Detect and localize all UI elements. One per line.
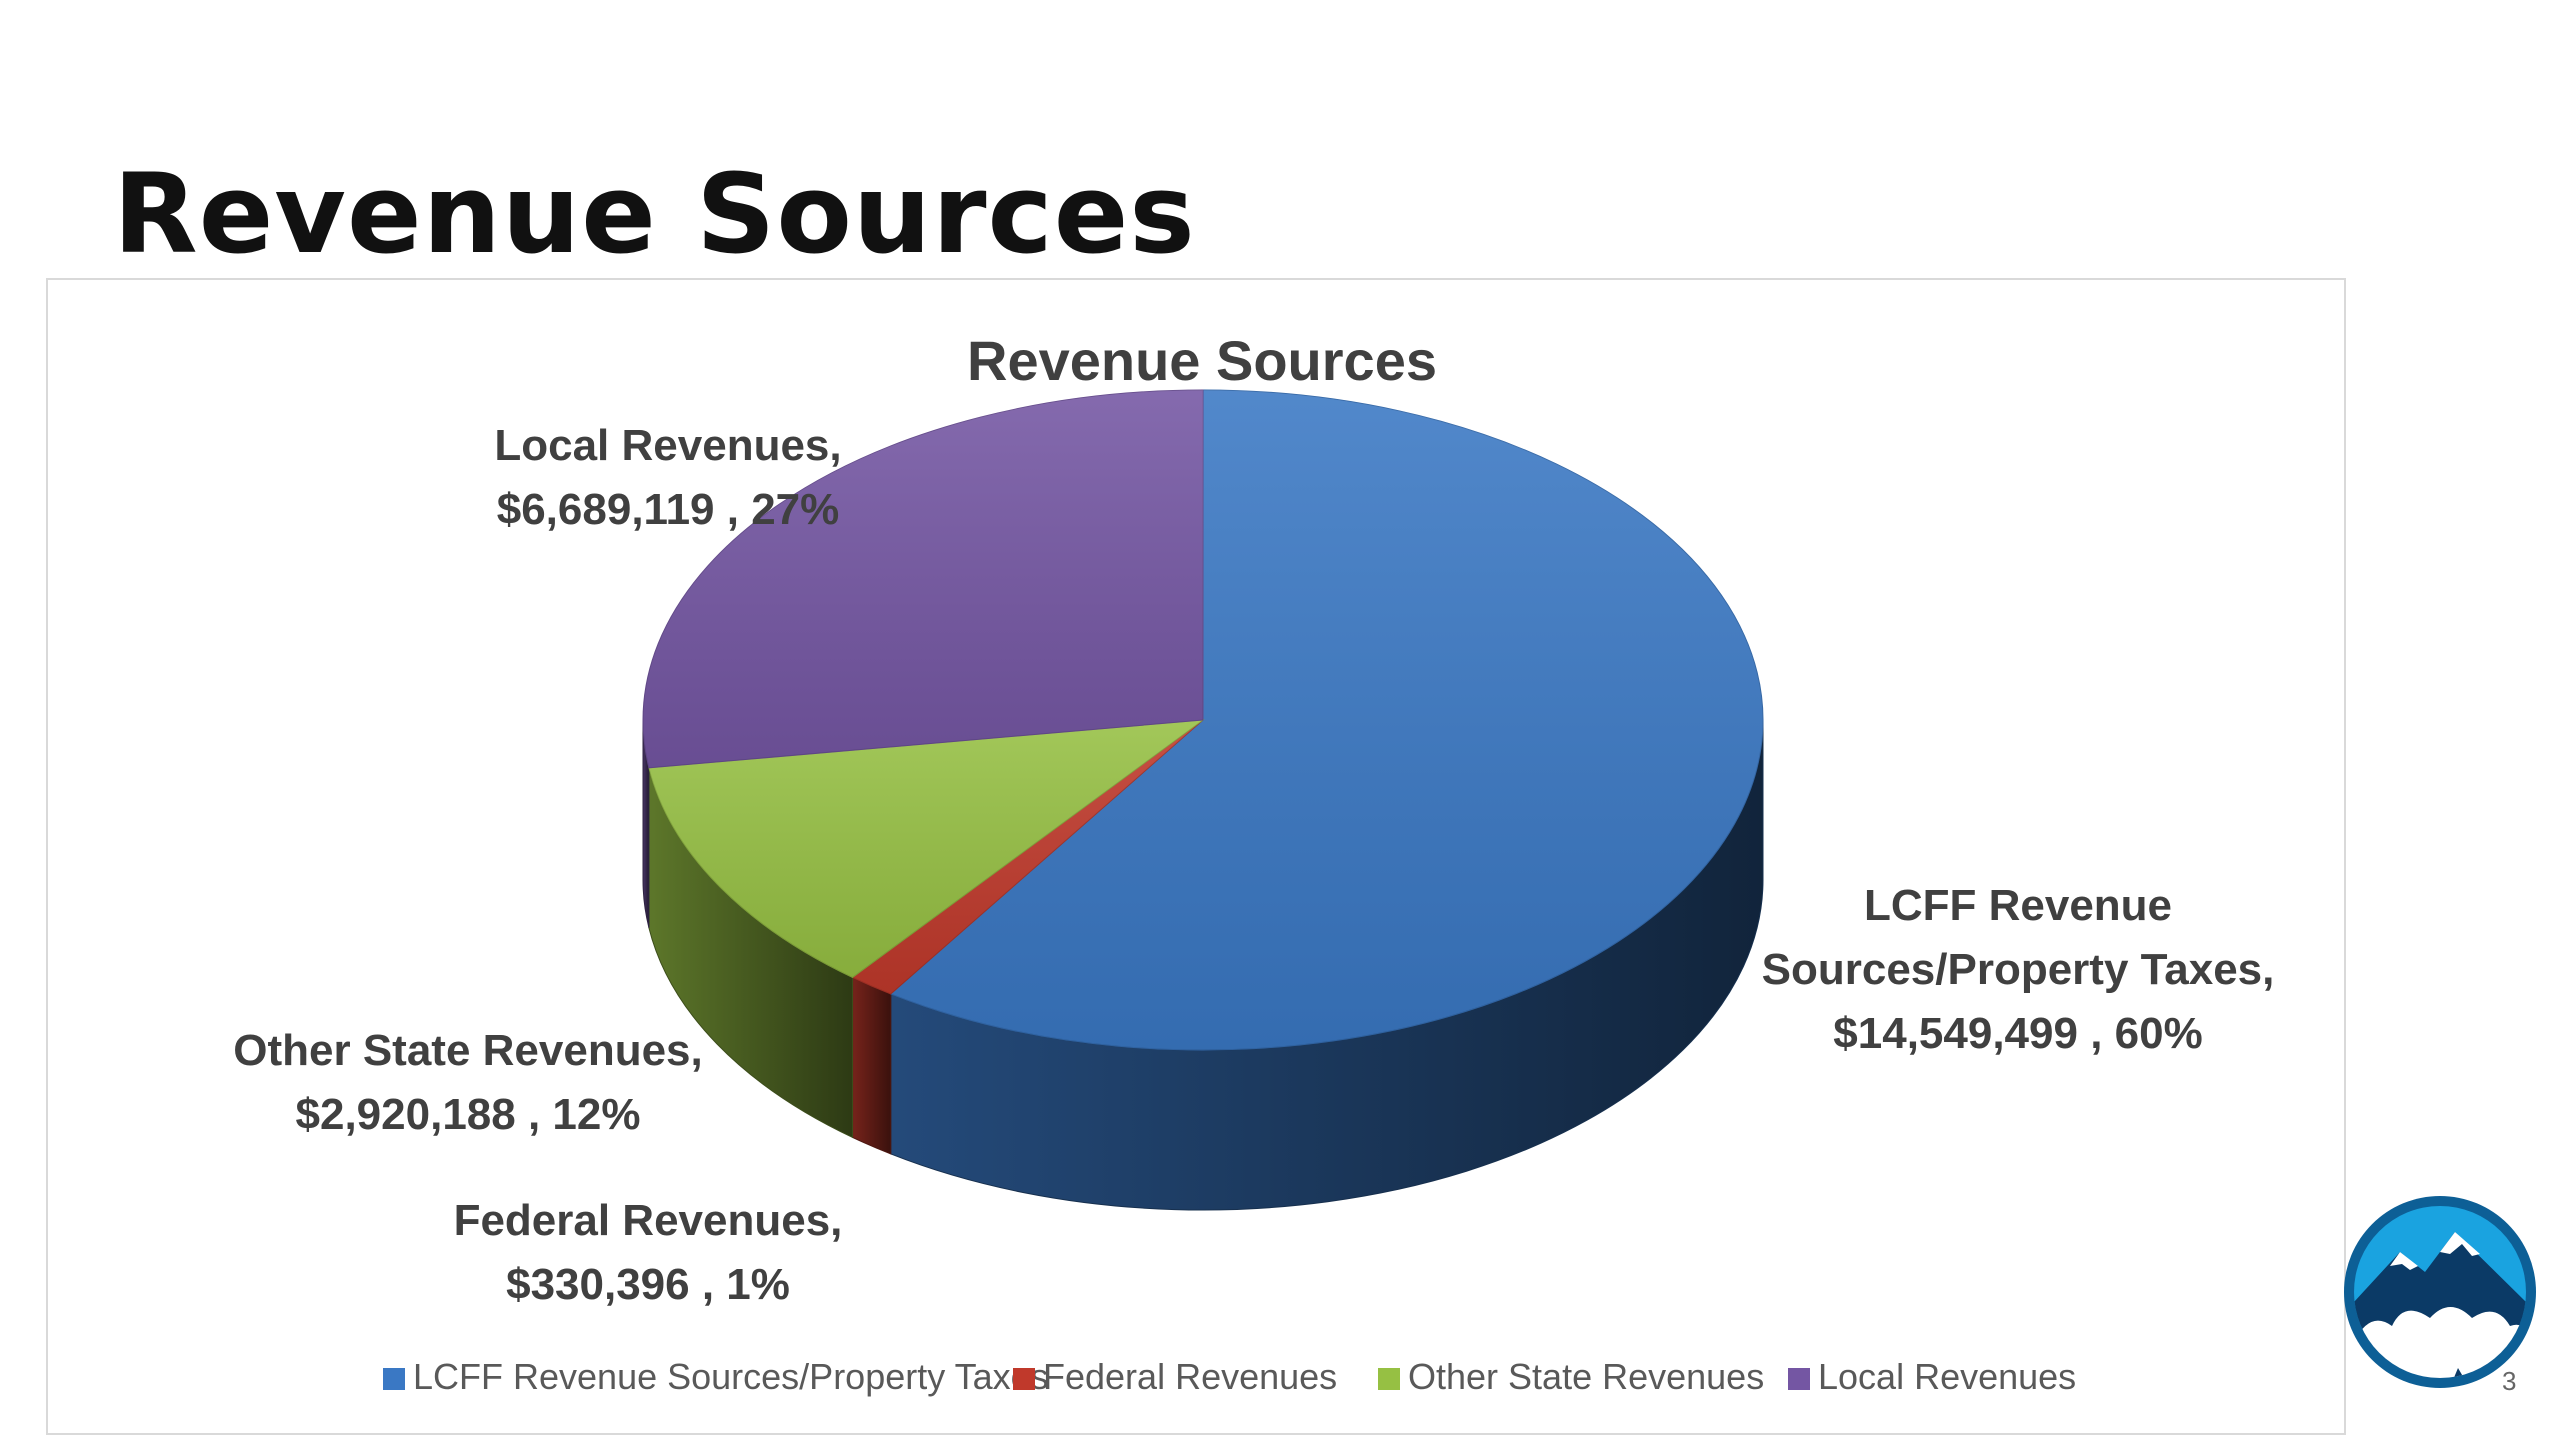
chart-area: LCFF Revenue Sources/Property Taxes, $14,5… <box>46 278 2346 1435</box>
pie-slice-shade-1 <box>852 720 1203 994</box>
legend-label-1: Federal Revenues <box>1043 1356 1337 1397</box>
data-label-2: Other State Revenues, $2,920,188 , 12% <box>233 1026 703 1139</box>
pie-slice-shade-3 <box>643 390 1203 768</box>
chart-title: Revenue Sources <box>967 329 1437 392</box>
legend-swatch-3 <box>1788 1368 1810 1390</box>
legend-label-3: Local Revenues <box>1818 1356 2076 1397</box>
page-number: 3 <box>2502 1366 2517 1396</box>
legend-swatch-1 <box>1013 1368 1035 1390</box>
mountain-logo-icon <box>2344 1196 2536 1388</box>
pie-slice-shade-2 <box>648 720 1203 978</box>
legend-swatch-2 <box>1378 1368 1400 1390</box>
pie-slice-shade-0 <box>890 390 1764 1050</box>
legend-label-2: Other State Revenues <box>1408 1356 1764 1397</box>
data-label-0: LCFF Revenue Sources/Property Taxes, $14,5… <box>1762 881 2275 1058</box>
legend-swatch-0 <box>383 1368 405 1390</box>
logo <box>2340 1192 2540 1392</box>
slice-side-1 <box>852 976 892 1155</box>
data-label-3: Local Revenues, $6,689,119 , 27% <box>494 421 841 534</box>
pie-chart: LCFF Revenue Sources/Property Taxes, $14,5… <box>233 329 2275 1397</box>
data-label-1: Federal Revenues, $330,396 , 1% <box>454 1196 843 1309</box>
legend-label-0: LCFF Revenue Sources/Property Taxes <box>413 1356 1049 1397</box>
page-title: Revenue Sources <box>113 150 1196 278</box>
